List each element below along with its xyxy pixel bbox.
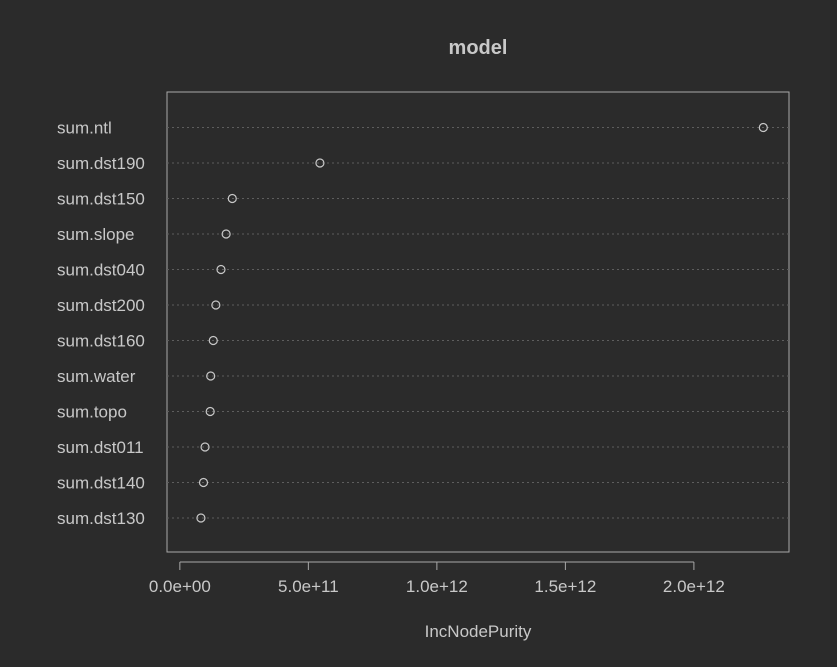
grid-lines	[167, 127, 789, 519]
x-axis-label: IncNodePurity	[425, 622, 532, 641]
x-tick-label: 1.5e+12	[534, 577, 596, 596]
category-labels: sum.ntl sum.dst190 sum.dst150 sum.slope sum.…	[57, 119, 145, 529]
x-tick-label: 5.0e+11	[278, 577, 339, 596]
point-sum.dst011	[200, 442, 210, 452]
point-sum.dst160	[208, 335, 218, 346]
x-axis: 0.0e+00 5.0e+11 1.0e+12 1.5e+12 2.0e+12	[149, 561, 725, 596]
category-label-sum.dst040: sum.dst040	[57, 261, 145, 280]
point-sum.water	[206, 371, 216, 381]
point-sum.topo	[205, 406, 215, 417]
category-label-sum.dst140: sum.dst140	[57, 474, 145, 493]
x-tick-label: 2.0e+12	[663, 577, 725, 596]
chart-title: model	[449, 37, 508, 59]
category-label-sum.ntl: sum.ntl	[57, 119, 112, 138]
point-sum.ntl	[758, 122, 768, 133]
point-sum.dst130	[196, 513, 206, 523]
category-label-sum.slope: sum.slope	[57, 225, 134, 244]
point-sum.dst040	[216, 264, 226, 275]
point-sum.slope	[221, 229, 231, 239]
data-points	[196, 122, 768, 523]
x-tick-label: 1.0e+12	[406, 577, 468, 596]
category-label-sum.dst160: sum.dst160	[57, 332, 145, 351]
category-label-sum.dst150: sum.dst150	[57, 190, 145, 209]
point-sum.dst200	[211, 300, 221, 310]
category-label-sum.dst130: sum.dst130	[57, 509, 145, 528]
category-label-sum.dst190: sum.dst190	[57, 154, 145, 173]
category-label-sum.dst011: sum.dst011	[57, 438, 144, 457]
category-label-sum.water: sum.water	[57, 367, 136, 386]
category-label-sum.topo: sum.topo	[57, 403, 127, 422]
point-sum.dst190	[315, 158, 325, 168]
x-tick-label: 0.0e+00	[149, 577, 211, 596]
point-sum.dst140	[198, 477, 209, 488]
category-label-sum.dst200: sum.dst200	[57, 296, 145, 315]
plot-frame	[166, 91, 790, 553]
point-sum.dst150	[227, 193, 237, 204]
